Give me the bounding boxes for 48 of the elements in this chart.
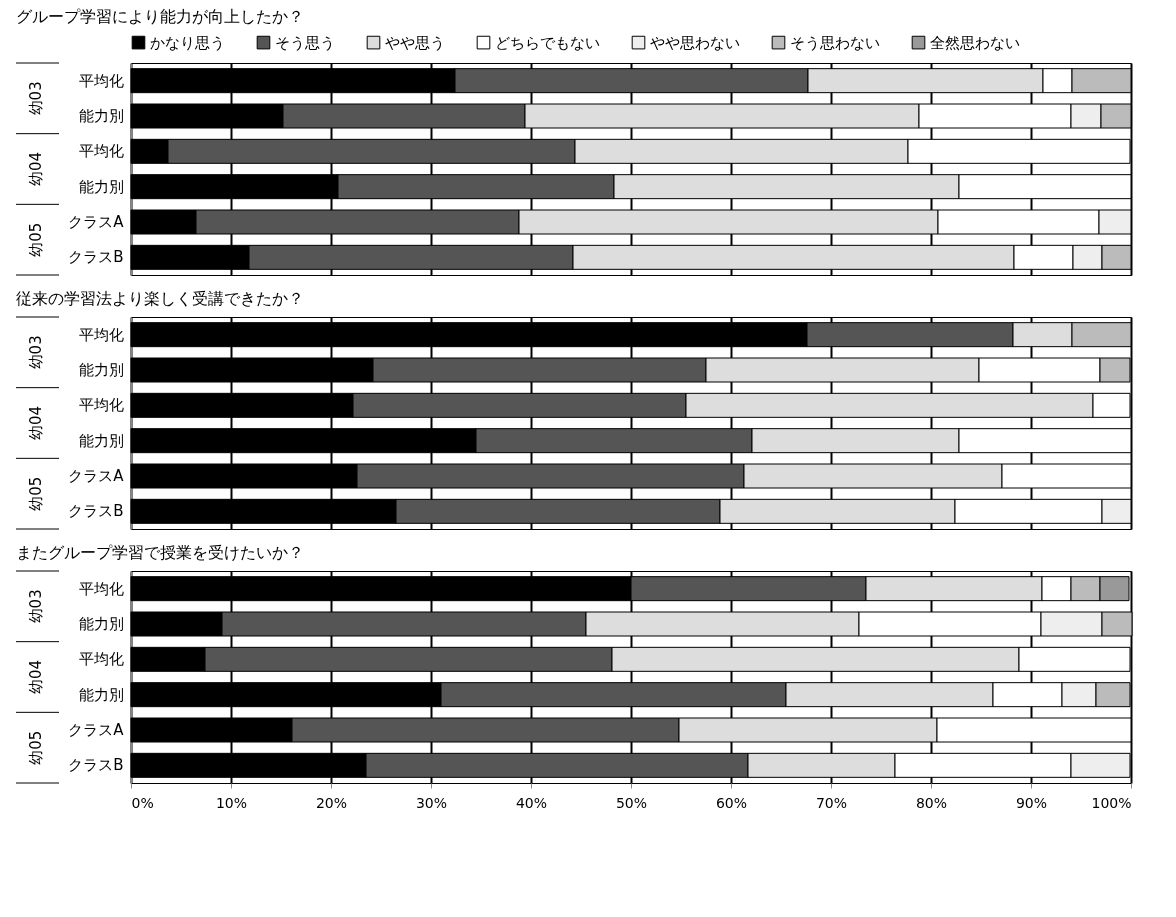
y-tick-label: 能力別 — [78, 361, 124, 379]
y-tick-label: クラスA — [68, 721, 125, 739]
text: 幼03 — [27, 589, 45, 624]
y-tick-label: クラスB — [68, 756, 124, 775]
x-tick-label: 100% — [1091, 794, 1132, 811]
y-tick-label: 能力別 — [78, 107, 124, 125]
text: 幼04 — [27, 659, 45, 695]
y-tick-label: クラスA — [68, 467, 125, 485]
x-tick-label: 30% — [415, 794, 448, 811]
y-tick-label: 平均化 — [78, 396, 124, 415]
text: 幼05 — [27, 222, 45, 257]
y-tick-label: 平均化 — [78, 142, 124, 161]
chart-title: グループ学習により能力が向上したか？ — [15, 7, 304, 26]
y-tick-label: 能力別 — [78, 685, 124, 704]
legend-label: やや思わない — [650, 33, 740, 52]
legend-label: そう思う — [275, 33, 335, 52]
y-tick-label: 能力別 — [78, 615, 124, 633]
chart-title: またグループ学習で授業を受けたいか？ — [15, 542, 304, 562]
text: 幼05 — [27, 730, 45, 765]
text: 幼03 — [27, 335, 45, 370]
chart-title: 従来の学習法より楽しく受講できたか？ — [15, 288, 304, 308]
y-tick-label: クラスA — [68, 213, 125, 231]
x-tick-label: 40% — [515, 794, 548, 811]
y-tick-label: 平均化 — [78, 650, 124, 669]
y-tick-label: 平均化 — [78, 579, 124, 598]
x-tick-label: 10% — [215, 794, 248, 811]
text: 幼05 — [27, 476, 45, 511]
x-tick-label: 0% — [131, 794, 154, 811]
legend-label: 全然思わない — [930, 33, 1020, 52]
text: 幼03 — [27, 81, 45, 116]
text: 幼04 — [27, 405, 45, 441]
x-tick-label: 70% — [815, 794, 848, 811]
x-tick-label: 80% — [915, 794, 948, 811]
legend-label: かなり思う — [150, 33, 225, 52]
legend-label: そう思わない — [790, 33, 880, 52]
y-tick-label: 能力別 — [78, 177, 124, 196]
y-tick-label: クラスB — [68, 502, 124, 521]
x-tick-label: 20% — [315, 794, 348, 811]
legend-label: どちらでもない — [495, 33, 600, 52]
y-tick-label: クラスB — [68, 248, 124, 267]
x-tick-label: 90% — [1015, 794, 1048, 811]
text: 幼04 — [27, 151, 45, 187]
y-tick-label: 平均化 — [78, 325, 124, 344]
legend-label: やや思う — [385, 33, 445, 52]
y-tick-label: 平均化 — [78, 71, 124, 90]
x-tick-label: 50% — [615, 794, 648, 811]
x-tick-label: 60% — [715, 794, 748, 811]
y-tick-label: 能力別 — [78, 431, 124, 450]
